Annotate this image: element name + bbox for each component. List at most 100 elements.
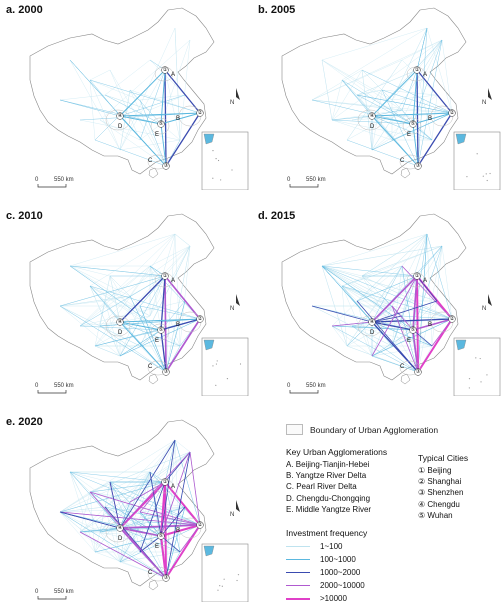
agglomeration-letter: B: [428, 116, 432, 122]
inset-island: [476, 153, 478, 155]
link-strong: [59, 511, 121, 529]
link-hub: [165, 112, 201, 167]
agglomeration-letter: D: [118, 330, 123, 336]
agglomeration-item: A. Beijing-Tianjin-Hebei: [286, 460, 370, 469]
link-1-100: [321, 265, 383, 297]
link-1-100: [331, 39, 443, 121]
agglomeration-letter: A: [171, 484, 175, 490]
link-strong: [89, 491, 201, 526]
city-number-label: ③: [164, 575, 169, 581]
city-marker: [157, 120, 165, 128]
agglomeration-boundary: [357, 109, 383, 131]
link-100-1000: [104, 94, 162, 125]
link-100-1000: [371, 109, 403, 117]
link-100-1000: [381, 89, 419, 167]
agglomeration-boundary: [399, 360, 421, 376]
link-1-100: [401, 233, 428, 267]
link-1-100: [165, 233, 176, 373]
city-number-label: ①: [163, 273, 168, 279]
link-hub: [417, 318, 453, 373]
inset-island: [216, 360, 218, 362]
agglomeration-item: B. Yangtze River Delta: [286, 471, 367, 481]
link-strong: [160, 535, 181, 553]
link-1-100: [104, 94, 151, 111]
link-1-100: [104, 59, 151, 96]
link-1-100: [341, 285, 393, 307]
link-1-100: [119, 561, 167, 579]
link-1-100: [311, 305, 353, 327]
city-name: Chengdu: [427, 499, 460, 509]
link-1-100: [139, 123, 162, 141]
link-100-1000: [351, 325, 419, 373]
city-item: ⑤ Wuhan: [418, 510, 468, 521]
link-100-1000: [59, 305, 167, 373]
link-100-1000: [371, 265, 403, 323]
inset-island: [489, 172, 491, 175]
agglomeration-letter: E: [155, 544, 159, 550]
link-hub: [160, 535, 167, 579]
city-marker: [413, 66, 421, 74]
north-label: N: [230, 100, 234, 106]
link-100-1000: [119, 471, 151, 529]
link-1-100: [59, 439, 176, 513]
agglomeration-boundary: [402, 117, 422, 135]
investment-class-label: >10000: [320, 594, 347, 603]
scale-bar: [289, 390, 319, 394]
city-marker: [161, 272, 169, 280]
scale-distance-label: 550 km: [54, 177, 74, 183]
link-hub: [119, 318, 201, 323]
link-100-1000: [416, 245, 443, 277]
link-strong: [189, 451, 201, 526]
link-100-1000: [99, 318, 201, 327]
city-number: ④: [418, 499, 426, 509]
link-1-100: [109, 275, 131, 297]
link-1-100: [331, 119, 433, 141]
north-arrow-icon: [488, 294, 492, 306]
investment-legend-title: Investment frequency: [286, 528, 368, 538]
agglomeration-letter: B: [176, 116, 180, 122]
link-1-100: [99, 531, 121, 563]
agglomeration-letter: D: [370, 330, 375, 336]
link-1-100: [321, 59, 333, 121]
link-100-1000: [371, 318, 453, 357]
investment-class-label: 2000~10000: [320, 581, 365, 590]
link-hub: [119, 321, 162, 331]
scale-bar: [37, 390, 67, 394]
link-1-100: [59, 300, 106, 307]
city-number-label: ⑤: [159, 327, 164, 333]
panel-title: a. 2000: [6, 4, 43, 16]
city-number-label: ②: [198, 521, 203, 528]
city-number: ②: [418, 477, 426, 487]
city-marker: [162, 574, 170, 582]
link-100-1000: [412, 233, 428, 331]
agglomeration-item: C. Pearl River Delta: [286, 482, 357, 492]
link-100-1000: [139, 69, 166, 141]
link-hub: [160, 524, 201, 537]
link-strong: [119, 451, 191, 529]
link-1-100: [104, 265, 151, 302]
link-1-100: [341, 285, 348, 347]
link-hub: [160, 329, 167, 373]
link-1-100: [129, 89, 167, 167]
link-1-100: [69, 265, 131, 297]
city-legend-title: Typical Cities: [418, 453, 469, 463]
link-strong: [165, 451, 191, 579]
scale-distance-label: 550 km: [306, 177, 326, 183]
map-panel-2020: ① A ② B ③ C ④ D ⑤ E N 0 550 km e. 2020: [0, 412, 252, 602]
city-marker: [157, 532, 165, 540]
city-marker: [448, 315, 456, 323]
link-1-100: [371, 89, 383, 151]
link-1-100: [99, 325, 167, 373]
link-1-100: [149, 245, 191, 267]
link-strong: [371, 315, 403, 323]
north-label: N: [482, 306, 486, 312]
link-1-100: [417, 245, 443, 373]
link-strong: [371, 300, 438, 323]
link-1-100: [79, 439, 176, 533]
city-number-label: ①: [163, 67, 168, 73]
agglomeration-boundary: [357, 315, 383, 337]
link-strong: [331, 321, 373, 327]
map-svg: ①A ② B ③ C ④ D ⑤E N 0 550 km: [281, 7, 501, 190]
link-1-100: [356, 89, 383, 96]
link-1-100: [426, 27, 453, 114]
